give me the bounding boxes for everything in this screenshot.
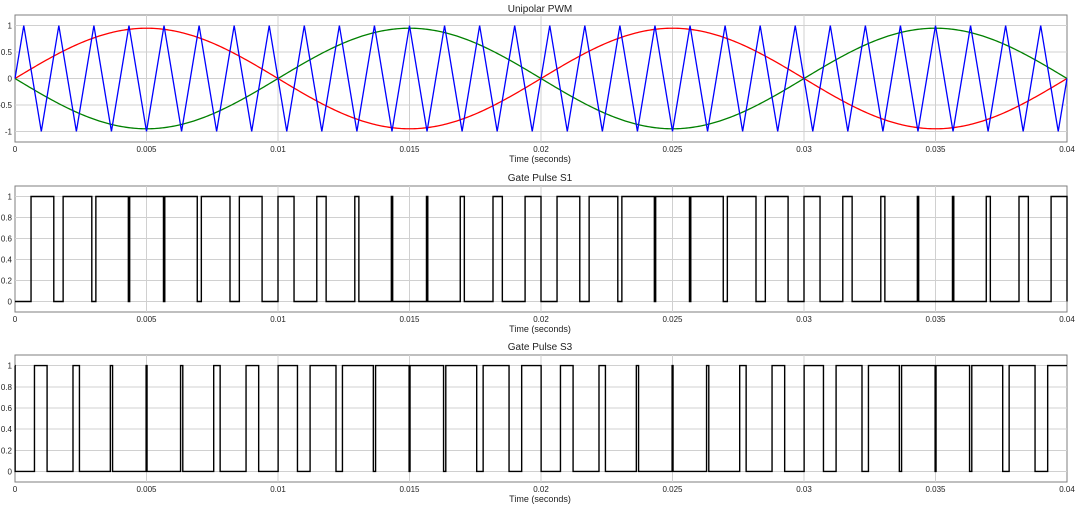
- y-tick-label: 1: [8, 22, 13, 31]
- y-tick-label: -0.5: [0, 101, 13, 110]
- y-tick-label: 0.8: [1, 383, 13, 392]
- x-tick-label: 0.02: [533, 145, 549, 154]
- chart-title: Unipolar PWM: [508, 4, 572, 15]
- x-tick-label: 0.035: [925, 485, 946, 494]
- y-tick-label: 1: [8, 193, 13, 202]
- y-tick-label: 0.6: [1, 235, 13, 244]
- y-tick-label: 1: [8, 362, 13, 371]
- x-tick-label: 0.03: [796, 145, 812, 154]
- x-tick-label: 0.005: [136, 485, 157, 494]
- x-tick-label: 0.02: [533, 485, 549, 494]
- x-tick-label: 0.015: [399, 315, 420, 324]
- y-tick-label: 0: [8, 467, 13, 476]
- x-tick-label: 0.005: [136, 315, 157, 324]
- x-axis-label: Time (seconds): [509, 324, 571, 334]
- x-axis-label: Time (seconds): [509, 494, 571, 504]
- gate-pulse-line: [14, 364, 1067, 473]
- unipolar-pwm-panel: Unipolar PWM 0 0.005 0.01 0.015 0.02 0.025 0.0…: [0, 4, 1075, 164]
- gate-pulse-line: [15, 195, 1068, 303]
- x-tick-label: 0: [13, 485, 18, 494]
- x-tick-label: 0.005: [136, 145, 157, 154]
- x-tick-label: 0: [13, 145, 18, 154]
- carrier-triangle-blue: [14, 25, 1068, 132]
- y-tick-label: 0.4: [1, 425, 13, 434]
- x-tick-label: 0.04: [1059, 315, 1075, 324]
- y-tick-label: 0: [8, 298, 13, 307]
- x-tick-label: 0.04: [1059, 145, 1075, 154]
- gate-pulse-s3-panel: Gate Pulse S3 0 0.005 0.01 0.015 0.02 0.025 0.…: [1, 342, 1075, 504]
- y-tick-label: 0.5: [1, 48, 13, 57]
- y-tick-label: 0.2: [1, 446, 13, 455]
- x-tick-label: 0: [13, 315, 18, 324]
- y-tick-label: 0: [8, 75, 13, 84]
- x-tick-label: 0.01: [270, 315, 286, 324]
- x-tick-label: 0.04: [1059, 485, 1075, 494]
- x-tick-label: 0.025: [662, 485, 683, 494]
- y-tick-label: -1: [5, 127, 13, 136]
- x-axis-label: Time (seconds): [509, 154, 571, 164]
- chart-title: Gate Pulse S3: [508, 342, 573, 353]
- y-tick-label: 0.6: [1, 404, 13, 413]
- x-tick-label: 0.03: [796, 315, 812, 324]
- x-tick-label: 0.015: [399, 145, 420, 154]
- x-tick-label: 0.035: [925, 145, 946, 154]
- x-tick-label: 0.01: [270, 145, 286, 154]
- x-tick-label: 0.015: [399, 485, 420, 494]
- x-tick-label: 0.035: [925, 315, 946, 324]
- x-tick-label: 0.025: [662, 145, 683, 154]
- gate-pulse-s1-panel: Gate Pulse S1 0 0.005 0.01 0.015 0.02 0.025 0.…: [1, 173, 1075, 334]
- x-tick-label: 0.02: [533, 315, 549, 324]
- y-tick-label: 0.4: [1, 256, 13, 265]
- x-tick-label: 0.01: [270, 485, 286, 494]
- y-tick-label: 0.8: [1, 214, 13, 223]
- chart-title: Gate Pulse S1: [508, 173, 573, 184]
- y-tick-label: 0.2: [1, 277, 13, 286]
- x-tick-label: 0.03: [796, 485, 812, 494]
- x-tick-label: 0.025: [662, 315, 683, 324]
